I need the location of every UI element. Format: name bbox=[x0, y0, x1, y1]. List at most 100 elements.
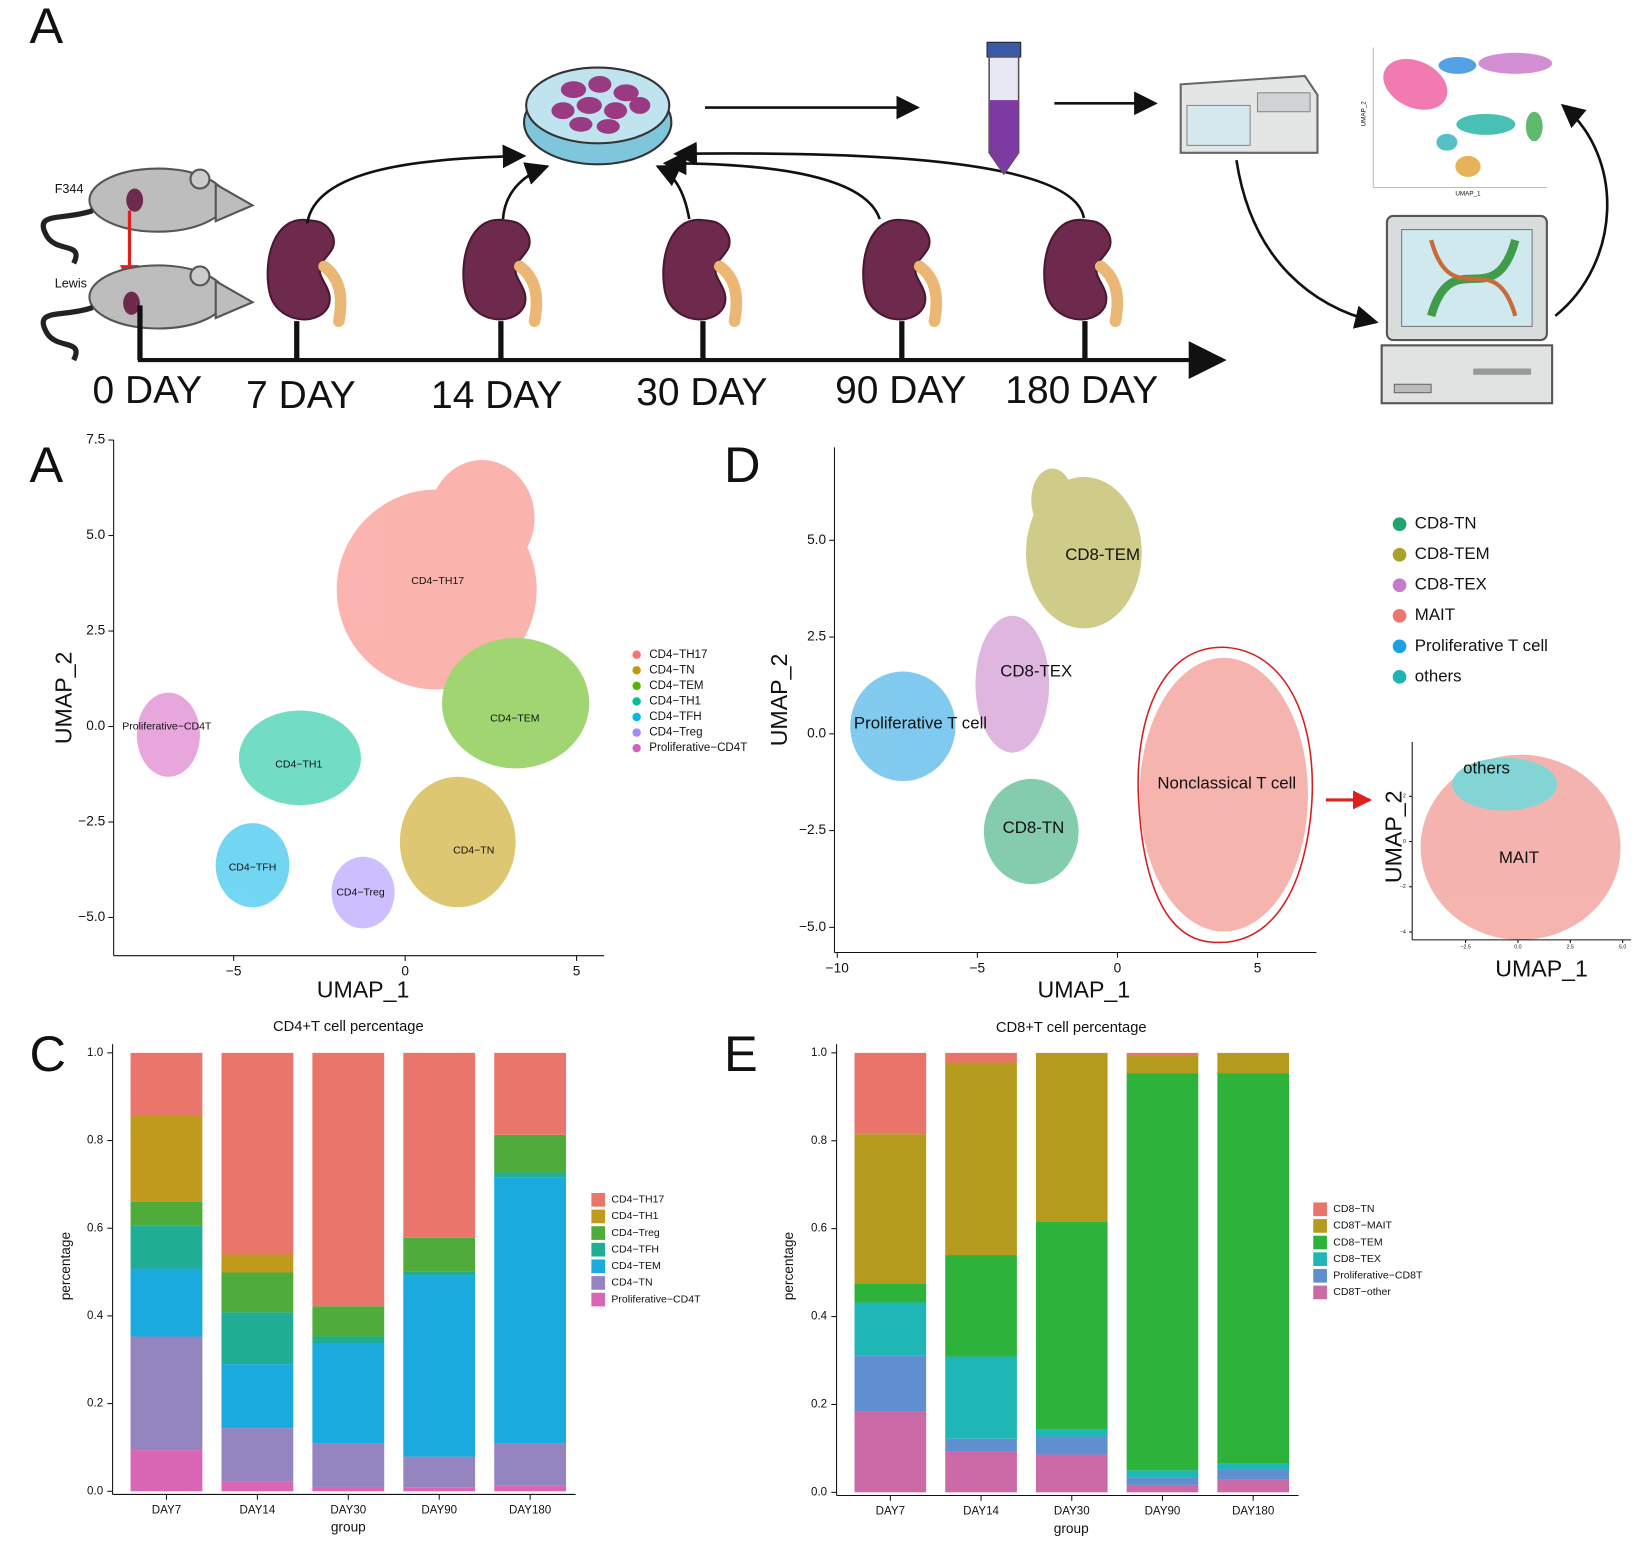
kidney bbox=[1044, 220, 1117, 321]
legend-label: CD8−TN bbox=[1333, 1203, 1374, 1215]
legend-marker bbox=[1392, 639, 1407, 654]
legend-marker bbox=[632, 666, 641, 675]
cluster-cloud bbox=[331, 856, 395, 929]
legend-marker bbox=[591, 1209, 606, 1224]
legend-label: others bbox=[1415, 666, 1462, 685]
legend-label: CD4−Treg bbox=[649, 727, 702, 739]
x-tick-label: DAY30 bbox=[330, 1504, 366, 1516]
bar-segment bbox=[403, 1487, 476, 1492]
cluster-label: Nonclassical T cell bbox=[1157, 774, 1296, 793]
y-tick-label: −5.0 bbox=[799, 919, 826, 934]
y-tick-label: 0.8 bbox=[87, 1135, 103, 1147]
y-tick-label: 1.0 bbox=[87, 1047, 103, 1059]
bar-segment bbox=[221, 1312, 294, 1365]
bar-segment bbox=[221, 1272, 294, 1313]
x-tick-label: 0.0 bbox=[1514, 945, 1521, 951]
legend-marker bbox=[591, 1226, 606, 1240]
legend-marker bbox=[1313, 1285, 1327, 1300]
cluster-cloud bbox=[136, 692, 200, 777]
bar-segment bbox=[1126, 1477, 1199, 1485]
bar-segment bbox=[945, 1438, 1017, 1452]
cluster-label: CD8-TN bbox=[1003, 818, 1065, 837]
bar-segment bbox=[312, 1443, 385, 1487]
bar-segment bbox=[1035, 1052, 1108, 1222]
bar-segment bbox=[221, 1481, 294, 1492]
bar-segment bbox=[221, 1052, 294, 1255]
donor-label: F344 bbox=[55, 182, 84, 196]
x-tick-label: DAY180 bbox=[1232, 1505, 1274, 1517]
legend-marker bbox=[1392, 669, 1407, 684]
bar-segment bbox=[1126, 1470, 1199, 1478]
chart-title: CD4+T cell percentage bbox=[273, 1019, 424, 1035]
panel-label: E bbox=[724, 1025, 758, 1082]
y-axis-label: UMAP_2 bbox=[766, 654, 792, 747]
legend-marker bbox=[1313, 1202, 1327, 1217]
bar-segment bbox=[494, 1485, 567, 1492]
cluster-cloud bbox=[238, 710, 361, 806]
kidney bbox=[463, 220, 536, 321]
cluster-label: CD4−TH17 bbox=[411, 575, 464, 587]
bar-segment bbox=[854, 1355, 927, 1412]
x-tick-label: 5 bbox=[573, 963, 581, 978]
x-tick-label: DAY30 bbox=[1054, 1505, 1090, 1517]
cluster-cloud bbox=[441, 637, 590, 769]
legend-label: CD4−TEM bbox=[649, 680, 703, 692]
bar-segment bbox=[1217, 1469, 1290, 1480]
bar-segment bbox=[1035, 1454, 1108, 1493]
cluster-label: CD8-TEX bbox=[1000, 661, 1072, 680]
y-axis-label: UMAP_2 bbox=[1380, 790, 1406, 883]
x-tick-label: 0 bbox=[401, 963, 409, 978]
bar-segment bbox=[1035, 1429, 1108, 1437]
mini-umap bbox=[1372, 47, 1553, 189]
bar-segment bbox=[854, 1411, 927, 1493]
panel-label: D bbox=[724, 436, 760, 493]
x-tick-label: DAY90 bbox=[421, 1504, 457, 1516]
x-tick-label: DAY7 bbox=[876, 1505, 905, 1517]
x-tick-label: 5.0 bbox=[1619, 945, 1626, 951]
x-tick-label: 5 bbox=[1254, 960, 1262, 975]
cluster-label: Proliferative−CD4T bbox=[122, 720, 212, 732]
legend-marker bbox=[632, 712, 641, 722]
legend-marker bbox=[591, 1259, 606, 1274]
bar-segment bbox=[494, 1443, 567, 1486]
y-tick-label: 0.0 bbox=[87, 1485, 103, 1497]
cluster-label: CD4−Treg bbox=[336, 886, 385, 898]
bar-segment bbox=[854, 1302, 927, 1356]
bar-segment bbox=[312, 1343, 385, 1444]
bar-segment bbox=[403, 1052, 476, 1238]
cluster-label: others bbox=[1463, 759, 1510, 778]
legend-label: CD4−TH17 bbox=[611, 1194, 664, 1206]
cluster-cloud bbox=[1139, 657, 1309, 932]
bar-segment bbox=[1217, 1073, 1290, 1464]
y-axis-label: percentage bbox=[781, 1232, 796, 1300]
mini-axis-label: UMAP_1 bbox=[1455, 190, 1481, 197]
legend-marker bbox=[632, 681, 641, 691]
bar-segment bbox=[130, 1268, 203, 1337]
y-tick-label: 2.5 bbox=[86, 623, 105, 638]
x-tick-label: DAY180 bbox=[509, 1504, 551, 1516]
cluster-label: CD4−TN bbox=[453, 844, 494, 856]
x-tick-label: −5 bbox=[970, 960, 986, 975]
bar-segment bbox=[1217, 1479, 1290, 1493]
bar-segment bbox=[221, 1364, 294, 1429]
x-axis-label: UMAP_1 bbox=[317, 977, 410, 1003]
y-axis-label: percentage bbox=[58, 1232, 73, 1300]
x-axis-label: group bbox=[1054, 1521, 1089, 1536]
bar-segment bbox=[945, 1356, 1017, 1439]
y-tick-label: 0.6 bbox=[87, 1222, 103, 1234]
legend-label: CD4−TEM bbox=[611, 1260, 660, 1272]
y-tick-label: 2 bbox=[1403, 794, 1406, 800]
x-tick-label: DAY14 bbox=[963, 1505, 999, 1517]
bar-segment bbox=[945, 1451, 1017, 1493]
bar-segment bbox=[1217, 1052, 1290, 1074]
legend-marker bbox=[1392, 608, 1407, 623]
bar-segment bbox=[130, 1225, 203, 1269]
cluster-cloud bbox=[399, 776, 516, 908]
cluster-cloud bbox=[1031, 468, 1074, 532]
legend-label: CD4−TH17 bbox=[649, 649, 707, 661]
flow-arrows bbox=[305, 91, 1609, 329]
legend-marker bbox=[1313, 1268, 1327, 1283]
bar-segment bbox=[945, 1255, 1017, 1357]
cluster-label: Proliferative T cell bbox=[854, 714, 987, 733]
y-tick-label: 0.2 bbox=[87, 1398, 103, 1410]
